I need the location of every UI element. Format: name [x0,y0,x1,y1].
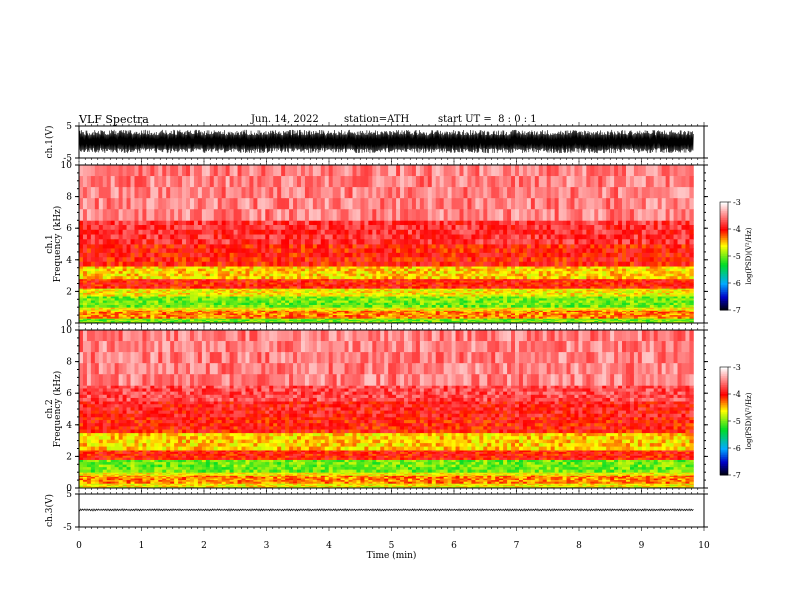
start-ut-label: start UT = 8 : 0 : 1 [438,114,537,125]
xtick-2: 2 [201,541,207,551]
ch2-spectrum-colorbar-label: log(PSD)(V²/Hz) [745,392,753,449]
ch3-waveform-label: ch.3(V) [44,494,55,527]
x-axis-label: Time (min) [367,550,417,561]
ch1-spectrum-colorbar-label: log(PSD)(V²/Hz) [745,227,753,284]
ch1-spectrum-ytick-4: 4 [66,256,72,266]
ch1-waveform-label: ch.1(V) [44,126,55,159]
ch1-spectrum-heatmap [79,165,694,324]
ch1-spectrum-colorbar-tick--6: -6 [733,279,741,288]
ch1-spectrum-ytick-8: 8 [66,193,72,203]
ch2-spectrum-colorbar [720,367,728,476]
station-label: station=ATH [344,114,410,125]
ch2-spectrum-ytick-2: 2 [66,452,72,462]
ch2-spectrum-ytick-10: 10 [61,326,73,336]
ch1-spectrum-colorbar-tick--7: -7 [733,306,741,315]
xtick-7: 7 [514,541,520,551]
xtick-4: 4 [326,541,332,551]
ch1-spectrum-ytick-6: 6 [66,224,72,234]
ch2-spectrum-colorbar-tick--5: -5 [733,417,741,426]
ch1-waveform-trace [78,129,694,154]
ch3-waveform-trace [78,508,694,512]
xtick-6: 6 [451,541,457,551]
ch1-spectrum-ytick-10: 10 [61,161,73,171]
ch2-spectrum-label-frequency: Frequency (kHz) [52,371,63,448]
date-label: Jun. 14, 2022 [251,114,319,125]
ch1-spectrum-colorbar-tick--4: -4 [733,225,741,234]
ch2-spectrum-ytick-0: 0 [66,484,72,494]
xtick-5: 5 [389,541,395,551]
ch3-waveform-ytick--5: -5 [63,523,72,533]
ch1-spectrum-ytick-0: 0 [66,319,72,329]
ch1-spectrum-colorbar-tick--3: -3 [733,198,741,207]
xtick-3: 3 [264,541,270,551]
ch1-spectrum-ytick-2: 2 [66,287,72,297]
ch2-spectrum-label-channel: ch.2 [45,399,55,418]
xtick-9: 9 [639,541,645,551]
ch2-spectrum-colorbar-tick--6: -6 [733,444,741,453]
xtick-10: 10 [698,541,710,551]
ch1-waveform-ytick-5: 5 [66,122,72,132]
ch2-spectrum-ytick-8: 8 [66,358,72,368]
ch2-spectrum-colorbar-tick--4: -4 [733,390,741,399]
ch2-spectrum-colorbar-tick--7: -7 [733,471,741,480]
chart-title: VLF Spectra [79,113,149,126]
ch1-spectrum-label-channel: ch.1 [45,234,55,253]
xtick-8: 8 [576,541,582,551]
ch2-spectrum-colorbar-tick--3: -3 [733,363,741,372]
ch1-spectrum-colorbar-tick--5: -5 [733,252,741,261]
ch1-waveform-ytick--5: -5 [63,154,72,164]
ch2-spectrum-ytick-4: 4 [66,421,72,431]
ch1-spectrum-label-frequency: Frequency (kHz) [52,206,63,283]
ch3-waveform-ytick-5: 5 [66,490,72,500]
ch2-spectrum-heatmap [79,330,694,489]
xtick-1: 1 [139,541,145,551]
xtick-0: 0 [76,541,82,551]
ch1-spectrum-colorbar [720,202,728,311]
ch2-spectrum-ytick-6: 6 [66,389,72,399]
